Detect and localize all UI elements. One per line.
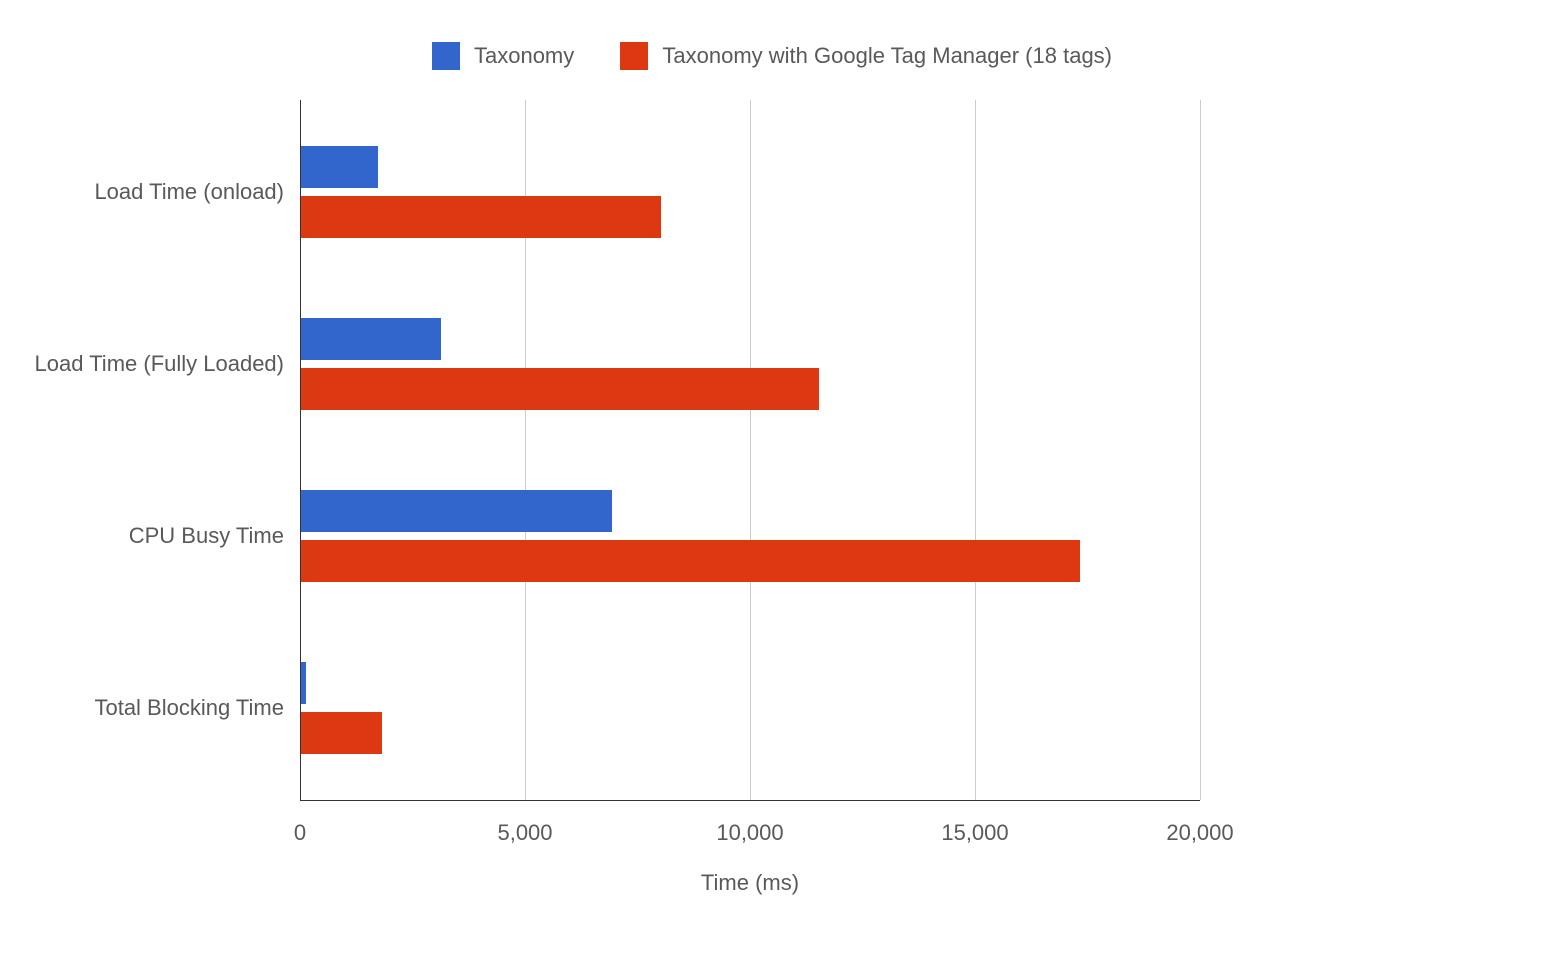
legend-swatch-gtm — [620, 42, 648, 70]
bar-cat3-series0 — [301, 662, 306, 704]
gridline-10000 — [750, 100, 751, 800]
legend-item-gtm: Taxonomy with Google Tag Manager (18 tag… — [620, 42, 1112, 70]
legend-swatch-taxonomy — [432, 42, 460, 70]
bar-cat0-series1 — [301, 196, 661, 238]
bar-cat0-series0 — [301, 146, 378, 188]
y-label-total-blocking-time: Total Blocking Time — [94, 695, 284, 721]
bar-cat2-series0 — [301, 490, 612, 532]
bar-cat3-series1 — [301, 712, 382, 754]
y-label-cpu-busy-time: CPU Busy Time — [129, 523, 284, 549]
x-tick-10000: 10,000 — [716, 820, 783, 846]
x-axis-line — [300, 800, 1200, 801]
legend: Taxonomy Taxonomy with Google Tag Manage… — [0, 42, 1544, 76]
y-label-load-time-fully-loaded: Load Time (Fully Loaded) — [35, 351, 284, 377]
x-tick-20000: 20,000 — [1166, 820, 1233, 846]
gridline-15000 — [975, 100, 976, 800]
plot-area: 0 5,000 10,000 15,000 20,000 Time (ms) L… — [300, 100, 1200, 800]
x-tick-15000: 15,000 — [941, 820, 1008, 846]
legend-item-taxonomy: Taxonomy — [432, 42, 574, 70]
x-axis-title: Time (ms) — [701, 870, 799, 896]
gridline-20000 — [1200, 100, 1201, 800]
bar-cat1-series1 — [301, 368, 819, 410]
x-tick-5000: 5,000 — [497, 820, 552, 846]
legend-label-taxonomy: Taxonomy — [474, 43, 574, 69]
x-tick-0: 0 — [294, 820, 306, 846]
bar-cat1-series0 — [301, 318, 441, 360]
bar-cat2-series1 — [301, 540, 1080, 582]
y-label-load-time-onload: Load Time (onload) — [94, 179, 284, 205]
chart-root: Taxonomy Taxonomy with Google Tag Manage… — [0, 0, 1544, 956]
legend-label-gtm: Taxonomy with Google Tag Manager (18 tag… — [662, 43, 1112, 69]
